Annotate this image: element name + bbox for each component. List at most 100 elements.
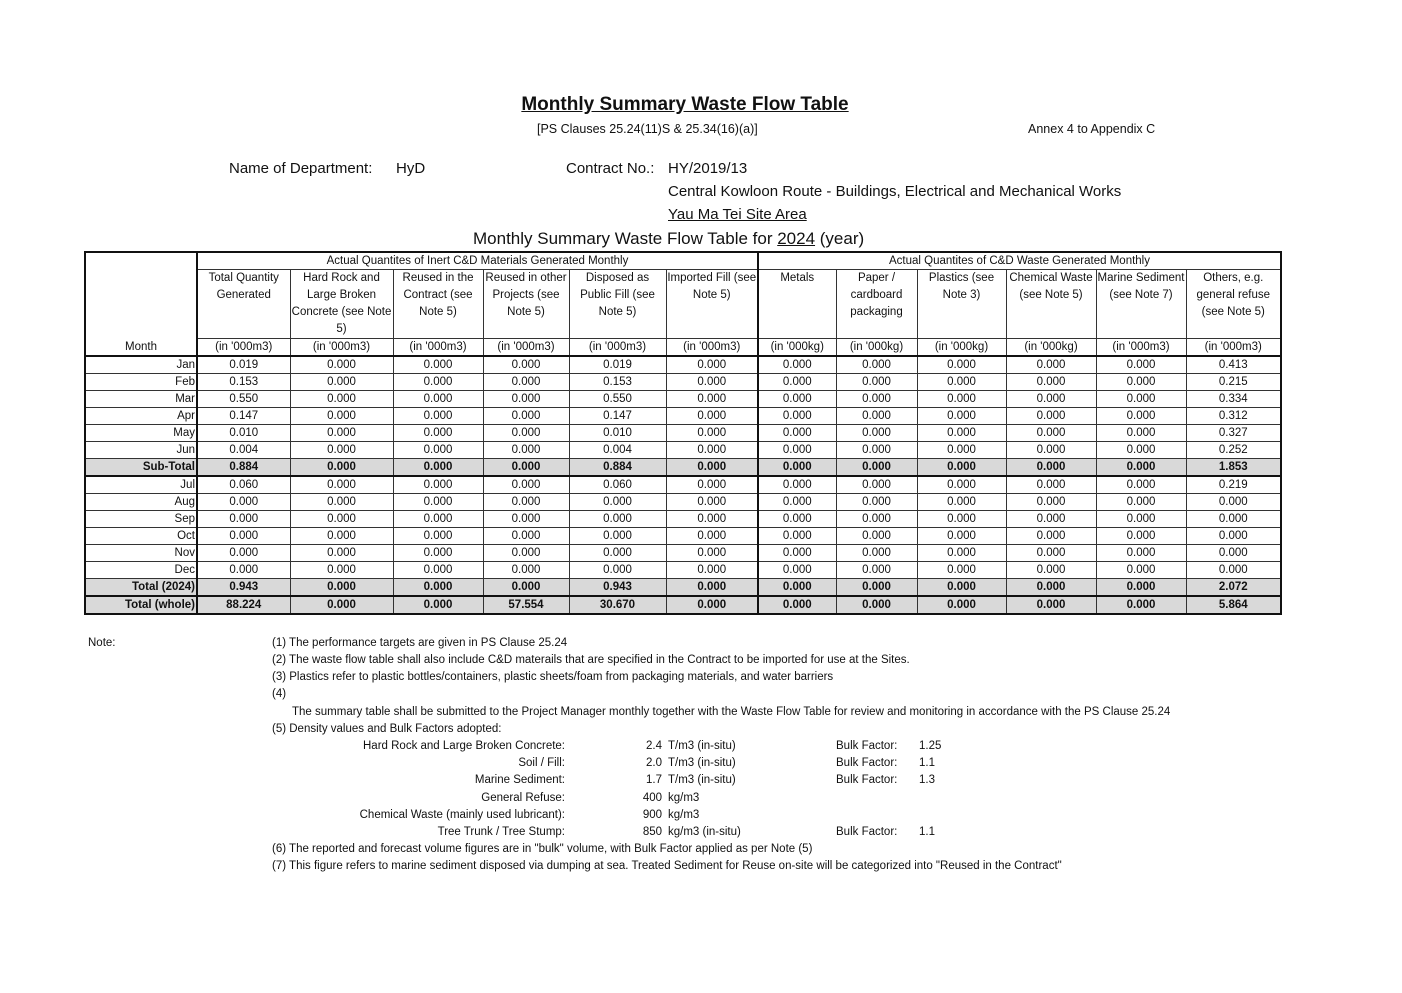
value-cell: 0.000 bbox=[1185, 527, 1282, 545]
value-cell: 0.000 bbox=[289, 475, 394, 494]
value-cell: 0.000 bbox=[835, 578, 918, 597]
value-cell: 0.153 bbox=[196, 373, 291, 391]
table-row: Oct 0.000 0.000 0.000 0.000 0.000 0.000 0.000 0.… bbox=[84, 527, 1282, 545]
value-cell: 0.000 bbox=[757, 595, 837, 615]
value-cell: 0.000 bbox=[835, 424, 918, 442]
value-cell: 0.000 bbox=[1185, 544, 1282, 562]
bulk-factor-value: 1.1 bbox=[919, 757, 935, 770]
bulk-factor-value: 1.1 bbox=[919, 826, 935, 838]
value-cell: 0.000 bbox=[665, 355, 759, 374]
value-cell: 0.000 bbox=[757, 493, 837, 511]
value-cell: 0.000 bbox=[916, 424, 1007, 442]
value-cell: 0.000 bbox=[482, 578, 570, 597]
table-row: Total (whole) 88.224 0.000 0.000 57.554 30.67… bbox=[84, 595, 1282, 615]
department-label: Name of Department: bbox=[229, 160, 373, 177]
value-cell: 0.000 bbox=[835, 493, 918, 511]
column-header: Total Quantity Generated bbox=[196, 269, 291, 339]
value-cell: 5.864 bbox=[1185, 595, 1282, 615]
column-header: Others, e.g. general refuse (see Note 5) bbox=[1185, 269, 1282, 339]
table-row: Sub-Total 0.884 0.000 0.000 0.000 0.884 0.000 0… bbox=[84, 458, 1282, 477]
value-cell: 0.312 bbox=[1185, 407, 1282, 425]
month-cell: Total (whole) bbox=[84, 595, 198, 615]
column-unit: (in '000m3) bbox=[1185, 338, 1282, 357]
value-cell: 0.000 bbox=[196, 544, 291, 562]
contract-name: Central Kowloon Route - Buildings, Elect… bbox=[668, 183, 1122, 200]
value-cell: 0.884 bbox=[196, 458, 291, 477]
bulk-factor-label: Bulk Factor: bbox=[836, 757, 898, 770]
value-cell: 0.000 bbox=[196, 510, 291, 528]
column-header: Hard Rock and Large Broken Concrete (see… bbox=[289, 269, 394, 339]
month-cell: Sep bbox=[84, 510, 198, 528]
note-1: (1) The performance targets are given in… bbox=[272, 637, 568, 649]
value-cell: 0.000 bbox=[392, 527, 484, 545]
note-3: (3) Plastics refer to plastic bottles/co… bbox=[272, 671, 834, 683]
value-cell: 0.000 bbox=[1095, 441, 1187, 459]
table-row: Feb 0.153 0.000 0.000 0.000 0.153 0.000 0.000 0.… bbox=[84, 373, 1282, 391]
value-cell: 0.000 bbox=[665, 373, 759, 391]
value-cell: 0.000 bbox=[1005, 595, 1097, 615]
value-cell: 30.670 bbox=[568, 595, 667, 615]
value-cell: 0.000 bbox=[289, 510, 394, 528]
value-cell: 0.000 bbox=[1095, 544, 1187, 562]
ps-clauses: [PS Clauses 25.24(11)S & 25.34(16)(a)] bbox=[537, 122, 758, 136]
value-cell: 0.000 bbox=[835, 595, 918, 615]
table-row: Jun 0.004 0.000 0.000 0.000 0.004 0.000 0.000 0.… bbox=[84, 441, 1282, 459]
density-value: 900 bbox=[642, 808, 662, 821]
density-unit: T/m3 (in-situ) bbox=[668, 740, 736, 752]
value-cell: 0.000 bbox=[916, 578, 1007, 597]
value-cell: 0.000 bbox=[665, 578, 759, 597]
value-cell: 0.000 bbox=[757, 390, 837, 408]
value-cell: 0.000 bbox=[916, 595, 1007, 615]
value-cell: 0.000 bbox=[1005, 578, 1097, 597]
month-cell: Jul bbox=[84, 475, 198, 494]
value-cell: 0.000 bbox=[1005, 458, 1097, 477]
density-unit: T/m3 (in-situ) bbox=[668, 757, 736, 770]
month-cell: Oct bbox=[84, 527, 198, 545]
value-cell: 0.000 bbox=[1185, 561, 1282, 579]
density-material: Chemical Waste (mainly used lubricant): bbox=[359, 808, 565, 821]
table-row: May 0.010 0.000 0.000 0.000 0.010 0.000 0.000 0.… bbox=[84, 424, 1282, 442]
density-material: General Refuse: bbox=[481, 791, 565, 804]
month-cell: Sub-Total bbox=[84, 458, 198, 477]
value-cell: 0.000 bbox=[482, 424, 570, 442]
value-cell: 0.000 bbox=[482, 527, 570, 545]
value-cell: 0.000 bbox=[835, 527, 918, 545]
note-2: (2) The waste flow table shall also incl… bbox=[272, 654, 910, 666]
value-cell: 0.000 bbox=[835, 441, 918, 459]
value-cell: 0.000 bbox=[665, 493, 759, 511]
value-cell: 0.000 bbox=[1005, 475, 1097, 494]
value-cell: 0.000 bbox=[289, 373, 394, 391]
value-cell: 0.000 bbox=[568, 544, 667, 562]
notes-label: Note: bbox=[88, 637, 116, 649]
column-unit: (in '000kg) bbox=[1005, 338, 1097, 357]
bulk-factor-label: Bulk Factor: bbox=[836, 774, 898, 787]
table-row: Jul 0.060 0.000 0.000 0.000 0.060 0.000 0.000 0.… bbox=[84, 475, 1282, 494]
month-cell: Dec bbox=[84, 561, 198, 579]
value-cell: 0.327 bbox=[1185, 424, 1282, 442]
value-cell: 0.000 bbox=[1095, 355, 1187, 374]
table-row: Aug 0.000 0.000 0.000 0.000 0.000 0.000 0.000 0.… bbox=[84, 493, 1282, 511]
value-cell: 0.550 bbox=[196, 390, 291, 408]
value-cell: 0.000 bbox=[1095, 527, 1187, 545]
value-cell: 0.000 bbox=[482, 475, 570, 494]
value-cell: 0.000 bbox=[568, 527, 667, 545]
bulk-factor-label: Bulk Factor: bbox=[836, 826, 898, 838]
group-inert-header: Actual Quantites of Inert C&D Materials … bbox=[196, 251, 759, 270]
column-header: Reused in other Projects (see Note 5) bbox=[482, 269, 570, 339]
value-cell: 0.000 bbox=[1095, 407, 1187, 425]
column-header: Disposed as Public Fill (see Note 5) bbox=[568, 269, 667, 339]
value-cell: 0.550 bbox=[568, 390, 667, 408]
value-cell: 1.853 bbox=[1185, 458, 1282, 477]
value-cell: 0.060 bbox=[196, 475, 291, 494]
table-row: Mar 0.550 0.000 0.000 0.000 0.550 0.000 0.000 0.… bbox=[84, 390, 1282, 408]
table-row: Sep 0.000 0.000 0.000 0.000 0.000 0.000 0.000 0.… bbox=[84, 510, 1282, 528]
density-material: Tree Trunk / Tree Stump: bbox=[437, 826, 565, 838]
value-cell: 0.000 bbox=[1005, 407, 1097, 425]
value-cell: 0.000 bbox=[665, 475, 759, 494]
value-cell: 0.000 bbox=[289, 407, 394, 425]
value-cell: 0.000 bbox=[665, 544, 759, 562]
value-cell: 0.000 bbox=[1095, 373, 1187, 391]
column-unit: (in '000m3) bbox=[392, 338, 484, 357]
month-cell: Nov bbox=[84, 544, 198, 562]
value-cell: 0.000 bbox=[1095, 424, 1187, 442]
